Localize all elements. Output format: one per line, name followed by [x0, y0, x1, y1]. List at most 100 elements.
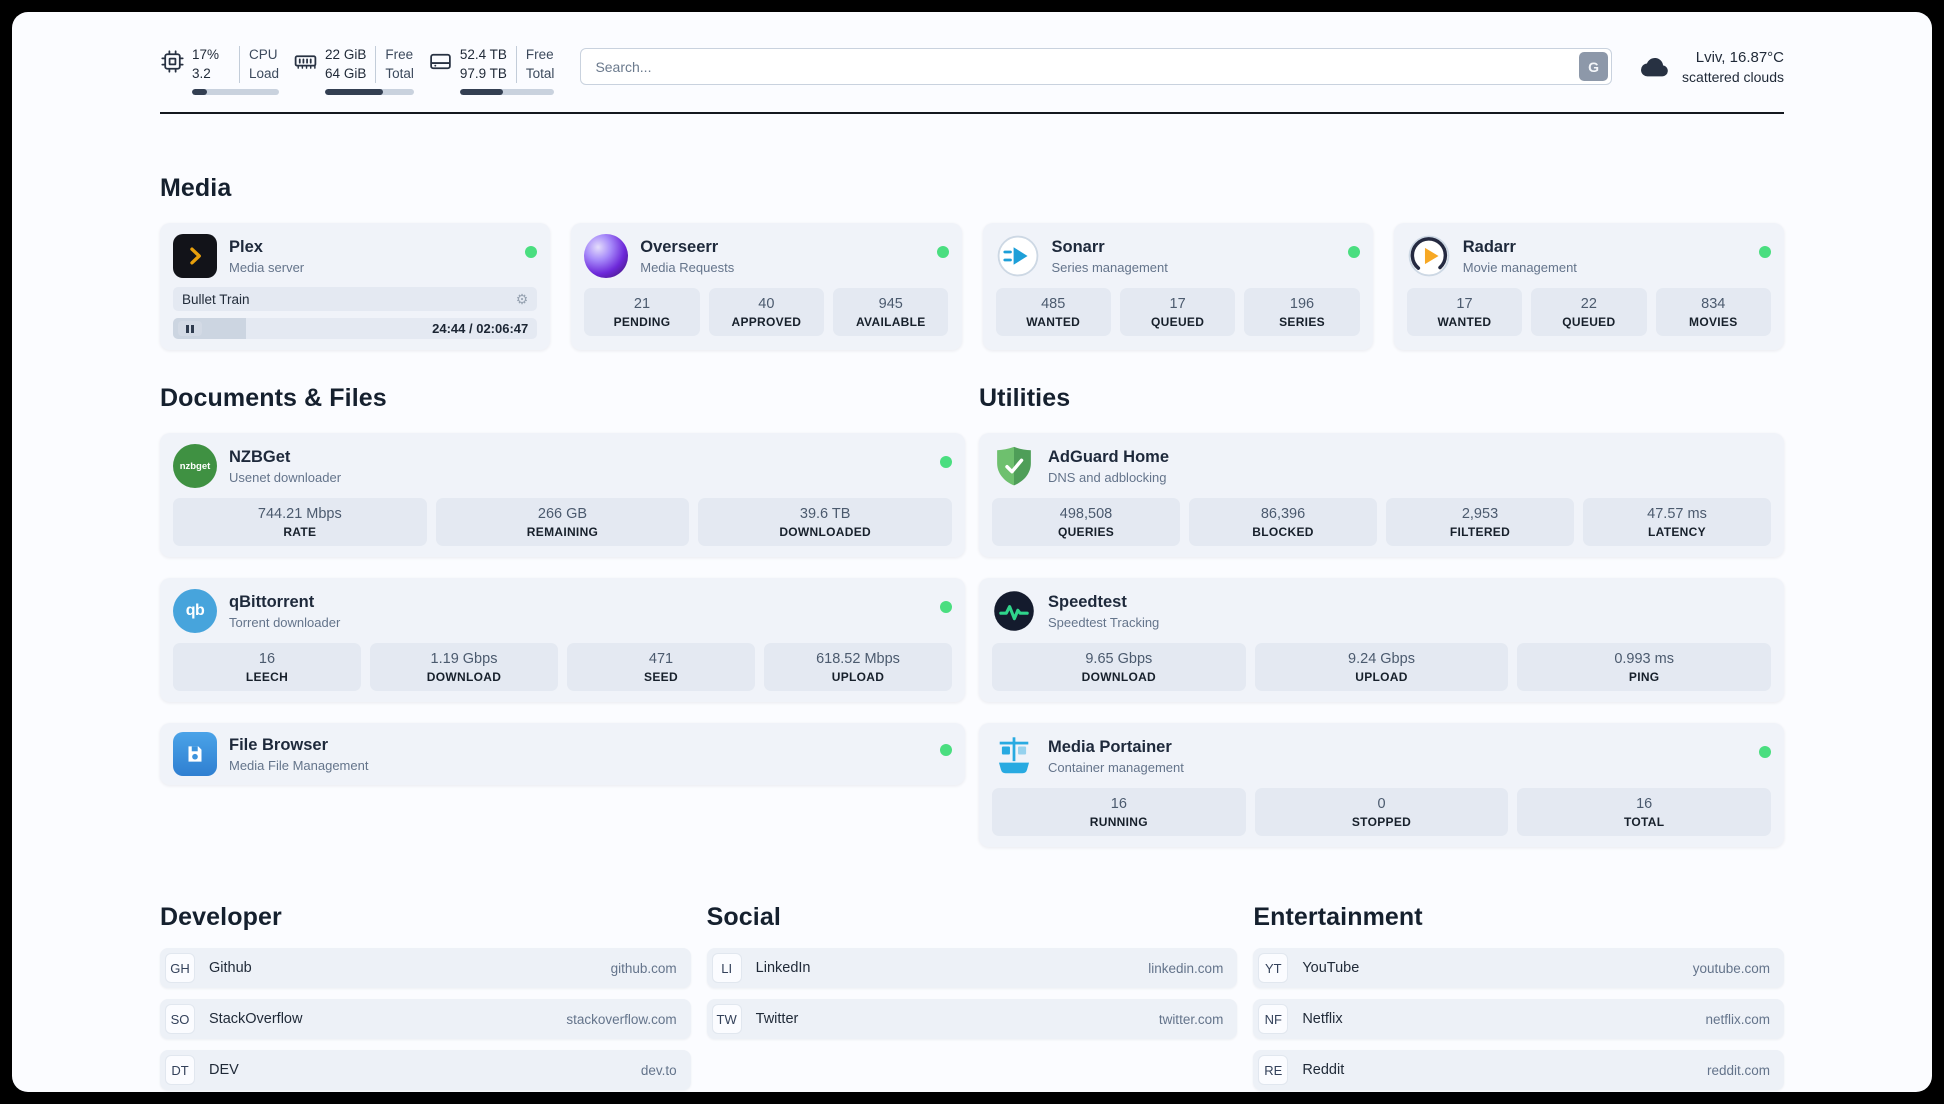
app-card-plex[interactable]: Plex Media server Bullet Train ⚙ 24:44 /…: [160, 223, 551, 351]
bookmark-url: linkedin.com: [1148, 960, 1224, 976]
nzbget-icon: nzbget: [173, 444, 217, 489]
status-dot-online: [525, 246, 538, 259]
playback-progress-bar[interactable]: 24:44 / 02:06:47: [173, 318, 538, 340]
overseerr-icon: [584, 234, 629, 279]
bookmark-name: YouTube: [1302, 960, 1360, 977]
cpu-label: CPU: [249, 47, 278, 62]
app-card-nzbget[interactable]: nzbget NZBGet Usenet downloader 744.21 M…: [160, 433, 965, 558]
stat-stopped: 0 STOPPED: [1254, 788, 1509, 837]
memory-free-value: 22 GiB: [325, 47, 367, 62]
documents-section-title: Documents & Files: [160, 384, 387, 413]
weather-location: Lviv, 16.87°C: [1695, 49, 1784, 66]
bookmark-stackoverflow[interactable]: SO StackOverflow stackoverflow.com: [160, 999, 691, 1040]
disk-data: 52.4 TB 97.9 TB Free Total: [459, 46, 555, 96]
bookmark-dev[interactable]: DT DEV dev.to: [160, 1050, 691, 1091]
speedtest-stats: 9.65 Gbps DOWNLOAD 9.24 Gbps UPLOAD 0.99…: [992, 643, 1771, 692]
app-card-qbittorrent[interactable]: qb qBittorrent Torrent downloader 16: [160, 578, 965, 703]
settings-gear-icon[interactable]: ⚙: [515, 291, 529, 308]
memory-free-label: Free: [385, 47, 414, 62]
search-input[interactable]: [580, 48, 1613, 85]
app-subtitle: Series management: [1051, 259, 1168, 275]
app-name: File Browser: [229, 735, 329, 754]
system-stats: 17% 3.2 CPU Load: [160, 46, 555, 96]
memory-total-value: 64 GiB: [325, 66, 367, 82]
bookmark-url: youtube.com: [1692, 960, 1770, 976]
entertainment-bookmarks: YT YouTube youtube.com NF Netflix netfli…: [1253, 948, 1784, 1091]
stat-total: 16 TOTAL: [1517, 788, 1771, 837]
dashboard-page: 17% 3.2 CPU Load: [12, 12, 1932, 1092]
disk-total-value: 97.9 TB: [459, 66, 507, 82]
section-social: Social LI LinkedIn linkedin.com TW Twitt…: [706, 903, 1238, 1040]
github-badge: GH: [165, 953, 195, 984]
plex-header: Plex Media server: [173, 234, 538, 279]
plex-icon: [173, 234, 217, 279]
pause-button[interactable]: [178, 321, 202, 337]
bookmark-linkedin[interactable]: LI LinkedIn linkedin.com: [706, 948, 1238, 989]
nzbget-icon-text: nzbget: [179, 460, 211, 472]
header-divider: [160, 112, 1784, 115]
app-card-radarr[interactable]: Radarr Movie management 17 WANTED 22 QUE…: [1393, 223, 1784, 351]
bookmark-name: DEV: [209, 1062, 239, 1079]
app-card-overseerr[interactable]: Overseerr Media Requests 21 PENDING 40 A…: [571, 223, 962, 351]
search-engine-button[interactable]: G: [1579, 52, 1609, 81]
app-name: Speedtest: [1048, 592, 1127, 611]
documents-card-stack: nzbget NZBGet Usenet downloader 744.21 M…: [160, 433, 965, 786]
bookmark-url: dev.to: [640, 1062, 677, 1078]
bookmark-url: stackoverflow.com: [566, 1011, 677, 1027]
bookmark-url: github.com: [610, 960, 677, 976]
bookmark-netflix[interactable]: NF Netflix netflix.com: [1253, 999, 1784, 1040]
speedtest-icon: [992, 589, 1036, 633]
bookmark-youtube[interactable]: YT YouTube youtube.com: [1253, 948, 1784, 989]
cpu-progress-bar: [192, 89, 280, 96]
app-subtitle: Media server: [229, 259, 305, 275]
qbittorrent-icon-text: qb: [185, 602, 205, 620]
bookmark-url: reddit.com: [1706, 1062, 1770, 1078]
portainer-stats: 16 RUNNING 0 STOPPED 16 TOTAL: [992, 788, 1771, 837]
app-card-speedtest[interactable]: Speedtest Speedtest Tracking 9.65 Gbps D…: [979, 578, 1784, 703]
sonarr-icon: [996, 234, 1040, 278]
bookmark-github[interactable]: GH Github github.com: [160, 948, 691, 989]
section-utilities: Utilities: [979, 384, 1784, 848]
section-documents-files: Documents & Files nzbget NZBGet Usenet d…: [160, 384, 965, 786]
portainer-header: Media Portainer Container management: [992, 734, 1771, 778]
disk-icon: [428, 49, 453, 74]
cloud-icon: [1638, 50, 1672, 84]
section-developer: Developer GH Github github.com SO StackO…: [160, 903, 691, 1091]
cpu-icon: [160, 49, 185, 74]
cpu-widget: 17% 3.2 CPU Load: [160, 46, 280, 96]
cpu-load-value: 3.2: [192, 66, 211, 82]
app-card-adguard[interactable]: AdGuard Home DNS and adblocking 498,508 …: [979, 433, 1784, 558]
netflix-badge: NF: [1258, 1004, 1289, 1035]
disk-free-value: 52.4 TB: [459, 47, 507, 62]
disk-total-label: Total: [525, 66, 555, 82]
social-bookmarks: LI LinkedIn linkedin.com TW Twitter twit…: [706, 948, 1238, 1040]
stat-upload: 618.52 Mbps UPLOAD: [764, 643, 952, 692]
bookmark-twitter[interactable]: TW Twitter twitter.com: [706, 999, 1238, 1040]
search-bar: G: [580, 48, 1613, 85]
stat-upload: 9.24 Gbps UPLOAD: [1254, 643, 1509, 692]
app-name: qBittorrent: [229, 592, 315, 611]
app-card-sonarr[interactable]: Sonarr Series management 485 WANTED 17 Q…: [982, 223, 1373, 351]
app-name: AdGuard Home: [1048, 447, 1170, 466]
bookmark-reddit[interactable]: RE Reddit reddit.com: [1253, 1050, 1784, 1091]
app-card-portainer[interactable]: Media Portainer Container management 16 …: [979, 723, 1784, 848]
now-playing-bar: Bullet Train ⚙: [173, 287, 538, 312]
stat-remaining: 266 GB REMAINING: [435, 498, 690, 547]
now-playing-title: Bullet Train: [182, 291, 250, 307]
sonarr-header: Sonarr Series management: [996, 234, 1360, 278]
app-subtitle: Speedtest Tracking: [1048, 614, 1160, 630]
utilities-card-stack: AdGuard Home DNS and adblocking 498,508 …: [979, 433, 1784, 848]
bookmark-name: StackOverflow: [209, 1011, 303, 1028]
stat-blocked: 86,396 BLOCKED: [1189, 498, 1377, 547]
app-card-filebrowser[interactable]: File Browser Media File Management: [160, 723, 965, 786]
radarr-stats: 17 WANTED 22 QUEUED 834 MOVIES: [1406, 288, 1771, 337]
utilities-section-title: Utilities: [979, 384, 1071, 413]
status-dot-online: [1347, 246, 1360, 259]
stat-latency: 47.57 ms LATENCY: [1583, 498, 1771, 547]
qbittorrent-header: qb qBittorrent Torrent downloader: [173, 589, 952, 634]
radarr-icon: [1407, 234, 1451, 278]
stat-wanted: 17 WANTED: [1406, 288, 1523, 337]
status-dot-online: [940, 456, 952, 469]
stackoverflow-badge: SO: [165, 1004, 195, 1035]
middle-columns: Documents & Files nzbget NZBGet Usenet d…: [160, 384, 1784, 848]
